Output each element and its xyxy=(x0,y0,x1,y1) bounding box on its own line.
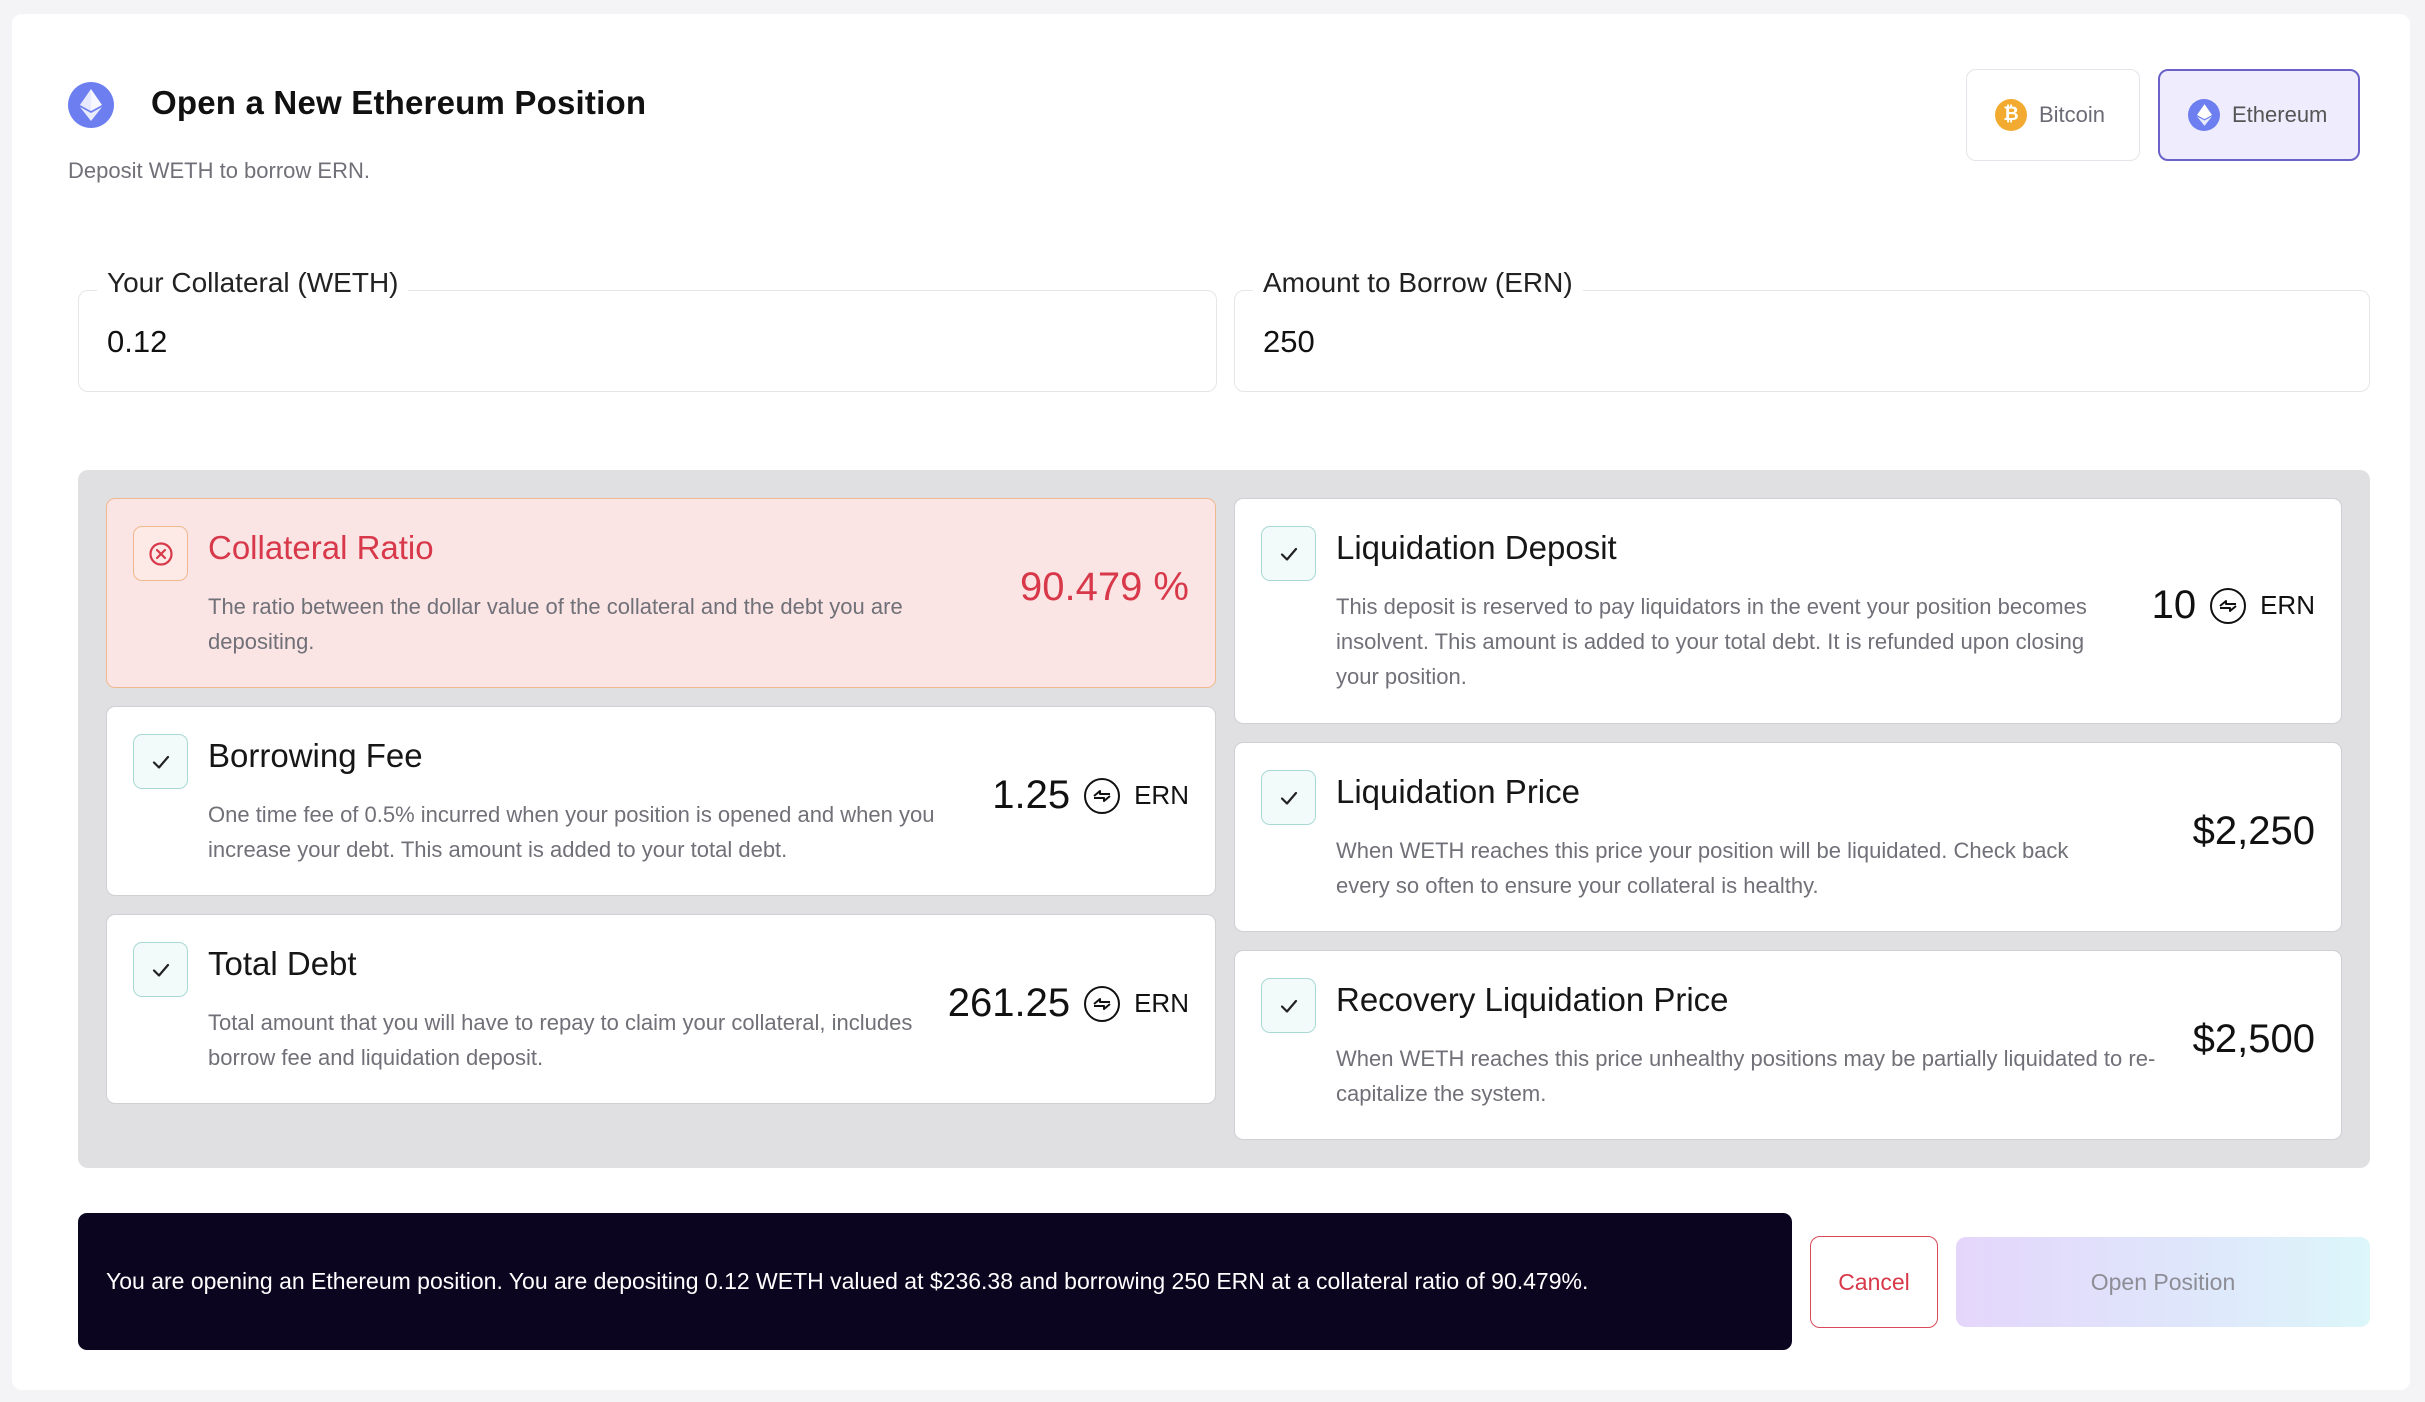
open-position-button[interactable]: Open Position xyxy=(1956,1237,2370,1327)
check-icon xyxy=(1261,770,1316,825)
liquidation-deposit-card: Liquidation Deposit This deposit is rese… xyxy=(1234,498,2342,724)
borrowing-fee-unit: ERN xyxy=(1134,780,1189,810)
page-header: Open a New Ethereum Position Deposit WET… xyxy=(68,70,2368,190)
collateral-ratio-amount: 90.479 % xyxy=(1019,565,1189,609)
collateral-ratio-description: The ratio between the dollar value of th… xyxy=(208,594,903,654)
collateral-ratio-title: Collateral Ratio xyxy=(208,529,434,566)
ethereum-button[interactable]: Ethereum xyxy=(2158,69,2360,161)
recovery-liquidation-price-value: $2,500 xyxy=(2193,1017,2315,1062)
ethereum-label: Ethereum xyxy=(2232,102,2328,127)
ern-token-icon xyxy=(1084,985,1121,1022)
position-details-panel: Collateral Ratio The ratio between the d… xyxy=(78,470,2370,1168)
ethereum-icon xyxy=(68,82,114,128)
liquidation-price-amount: $2,250 xyxy=(2192,809,2315,853)
ern-token-icon xyxy=(2210,587,2247,624)
borrow-field: Amount to Borrow (ERN) xyxy=(1234,267,2370,392)
position-summary: You are opening an Ethereum position. Yo… xyxy=(78,1213,1792,1350)
liquidation-price-description: When WETH reaches this price your positi… xyxy=(1336,838,2069,898)
recovery-liquidation-price-amount: $2,500 xyxy=(2192,1017,2315,1061)
liquidation-price-value: $2,250 xyxy=(2193,809,2315,854)
borrowing-fee-description: One time fee of 0.5% incurred when your … xyxy=(208,802,935,862)
bitcoin-button[interactable]: ₿ Bitcoin xyxy=(1966,69,2140,161)
collateral-field: Your Collateral (WETH) xyxy=(78,267,1217,392)
ethereum-icon xyxy=(2188,99,2220,131)
liquidation-price-card: Liquidation Price When WETH reaches this… xyxy=(1234,742,2342,932)
total-debt-title: Total Debt xyxy=(208,945,357,982)
cancel-button[interactable]: Cancel xyxy=(1810,1236,1938,1328)
check-icon xyxy=(1261,978,1316,1033)
borrowing-fee-value: 1.25 ERN xyxy=(992,773,1189,818)
recovery-liquidation-price-card: Recovery Liquidation Price When WETH rea… xyxy=(1234,950,2342,1140)
total-debt-value: 261.25 ERN xyxy=(948,981,1189,1026)
page-title: Open a New Ethereum Position xyxy=(151,84,647,121)
check-icon xyxy=(133,734,188,789)
page-subtitle: Deposit WETH to borrow ERN. xyxy=(68,158,370,183)
check-icon xyxy=(1261,526,1316,581)
bitcoin-label: Bitcoin xyxy=(2039,102,2106,127)
page-container: Open a New Ethereum Position Deposit WET… xyxy=(12,14,2410,1390)
liquidation-deposit-amount: 10 xyxy=(2151,583,2197,627)
total-debt-unit: ERN xyxy=(1134,988,1189,1018)
liquidation-deposit-title: Liquidation Deposit xyxy=(1336,529,1617,566)
borrow-label: Amount to Borrow (ERN) xyxy=(1253,267,1583,299)
total-debt-card: Total Debt Total amount that you will ha… xyxy=(106,914,1216,1104)
total-debt-description: Total amount that you will have to repay… xyxy=(208,1010,913,1070)
collateral-input[interactable] xyxy=(107,317,1107,367)
collateral-ratio-card: Collateral Ratio The ratio between the d… xyxy=(106,498,1216,688)
error-circle-icon xyxy=(133,526,188,581)
liquidation-price-title: Liquidation Price xyxy=(1336,773,1580,810)
bitcoin-icon: ₿ xyxy=(1995,99,2027,131)
recovery-liquidation-price-description: When WETH reaches this price unhealthy p… xyxy=(1336,1046,2156,1106)
asset-switch: ₿ Bitcoin Ethereum xyxy=(1966,69,2360,161)
position-summary-text: You are opening an Ethereum position. Yo… xyxy=(106,1268,1589,1294)
borrow-input[interactable] xyxy=(1263,317,2263,367)
check-icon xyxy=(133,942,188,997)
liquidation-deposit-description: This deposit is reserved to pay liquidat… xyxy=(1336,594,2087,689)
borrowing-fee-card: Borrowing Fee One time fee of 0.5% incur… xyxy=(106,706,1216,896)
ern-token-icon xyxy=(1084,777,1121,814)
borrowing-fee-title: Borrowing Fee xyxy=(208,737,423,774)
total-debt-amount: 261.25 xyxy=(947,981,1071,1025)
recovery-liquidation-price-title: Recovery Liquidation Price xyxy=(1336,981,1729,1018)
liquidation-deposit-unit: ERN xyxy=(2260,590,2315,620)
borrowing-fee-amount: 1.25 xyxy=(992,773,1071,817)
liquidation-deposit-value: 10 ERN xyxy=(2152,583,2315,628)
collateral-ratio-value: 90.479 % xyxy=(1020,565,1189,610)
collateral-label: Your Collateral (WETH) xyxy=(97,267,409,299)
